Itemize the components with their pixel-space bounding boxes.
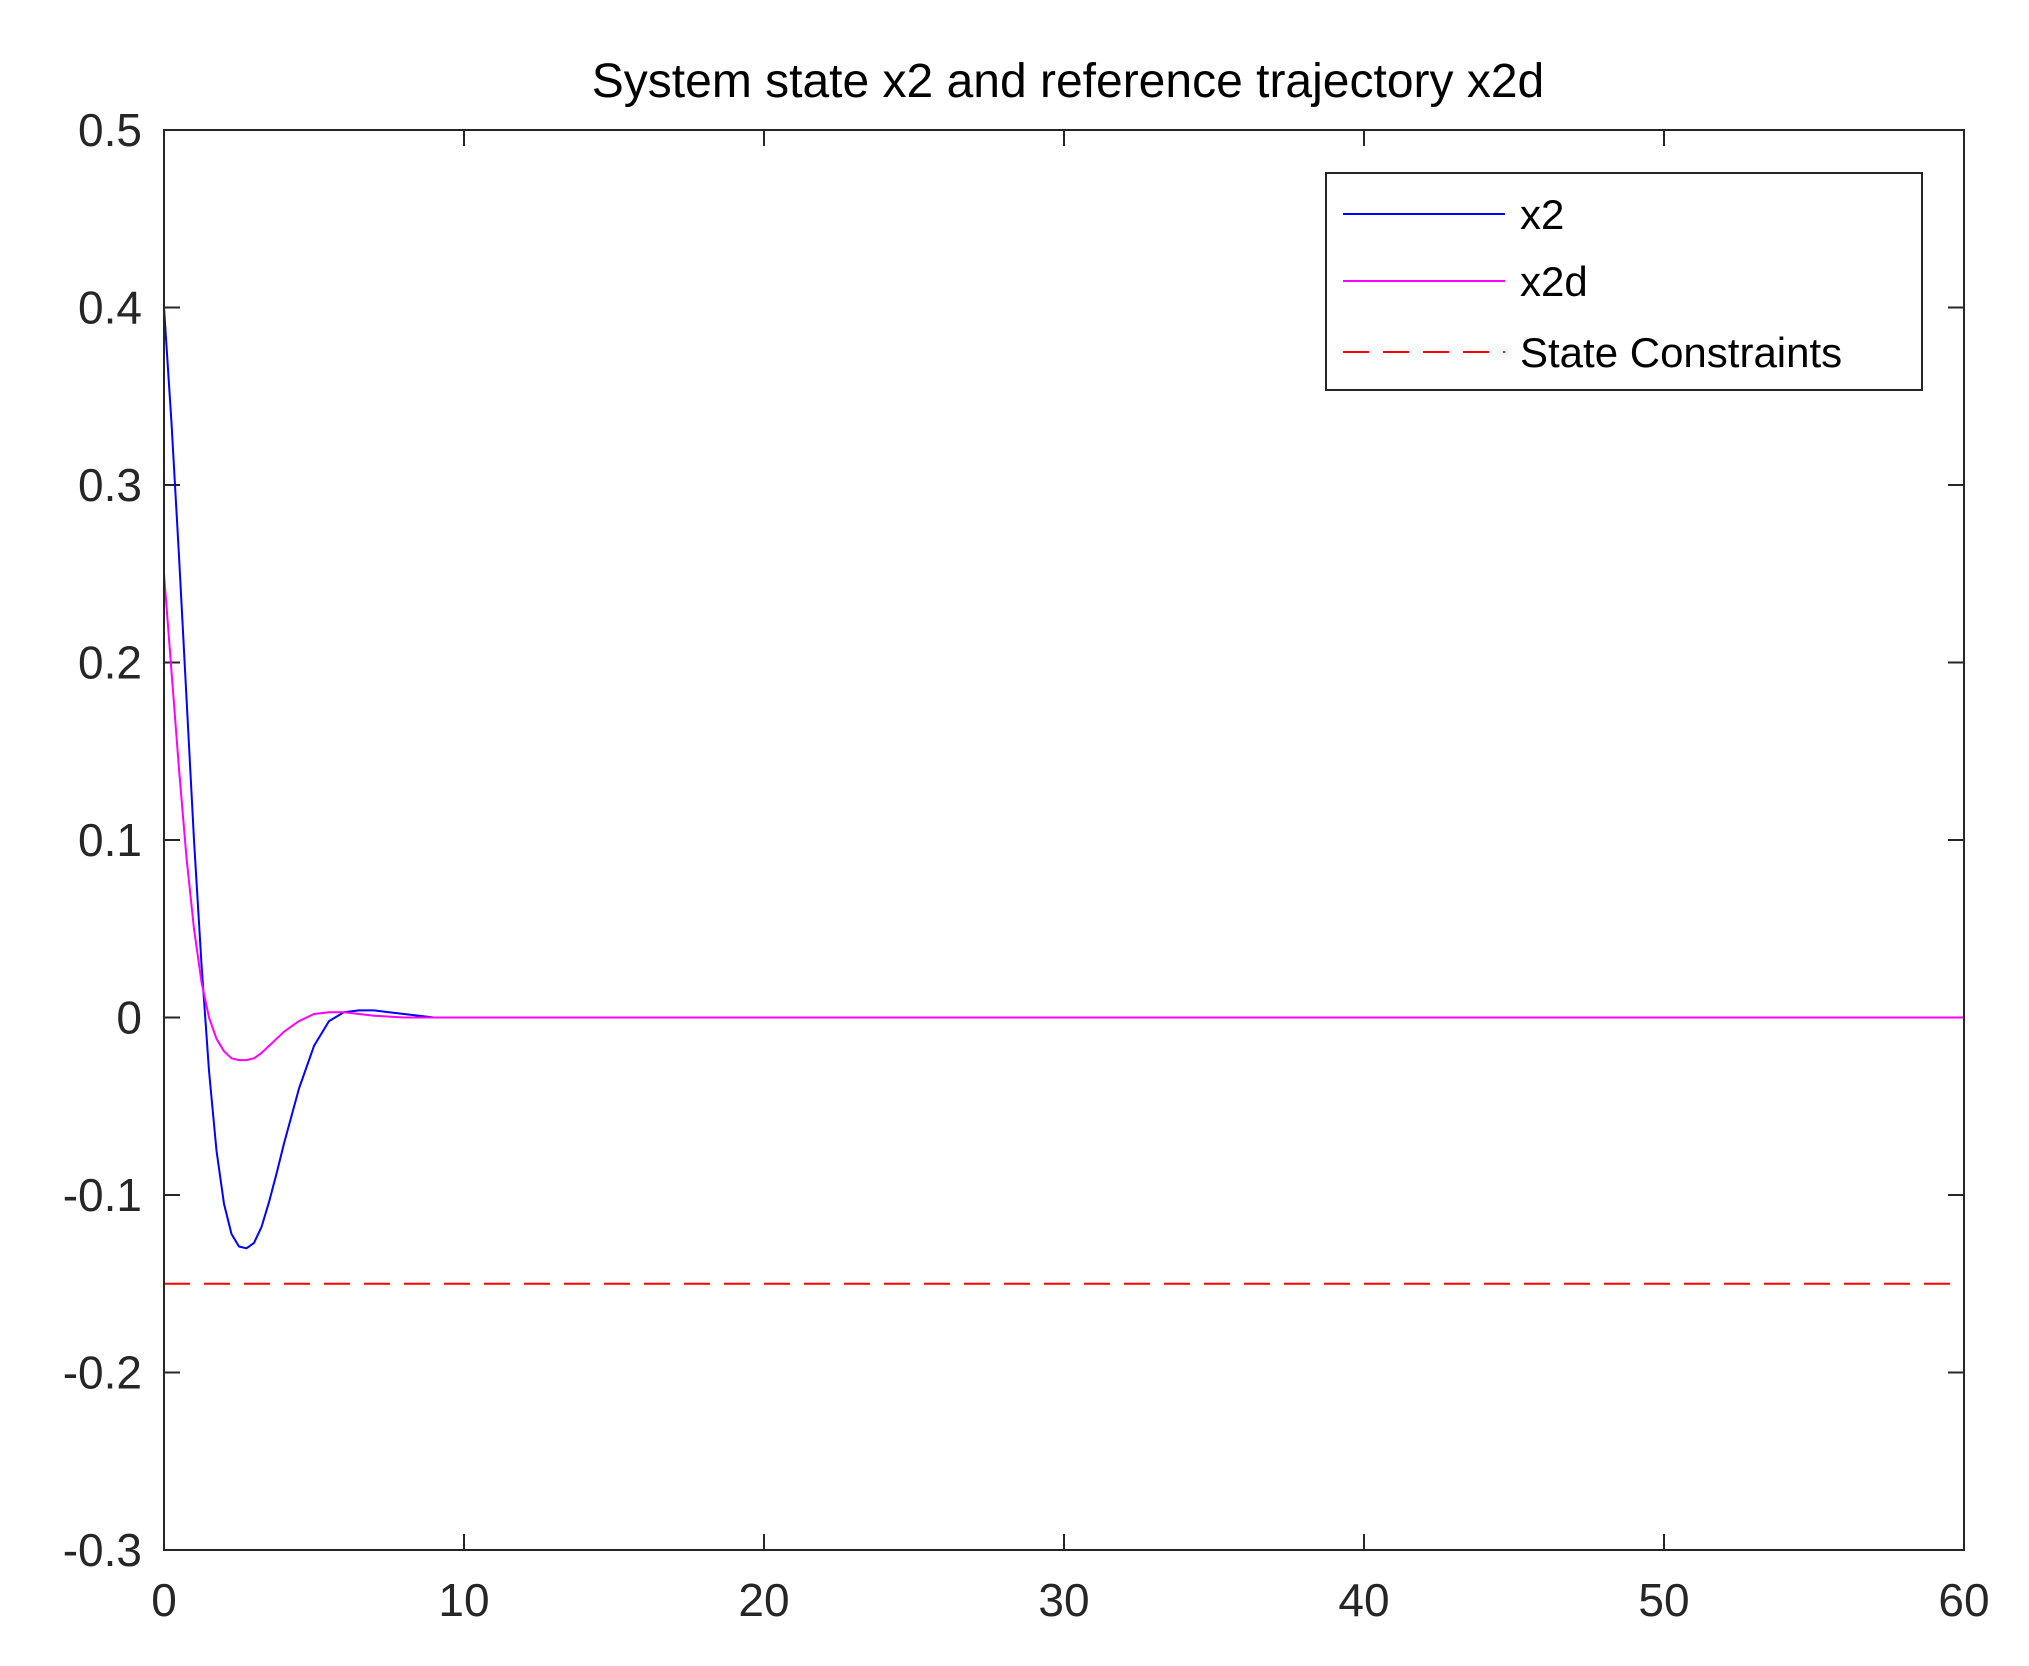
tick-labels: 0 10 20 30 40 50 60 0.5 0.4 0.3 0.2 0.1 0 -0.1 -0.2 -0.…: [63, 104, 1990, 1626]
y-tick-label: -0.2: [63, 1347, 142, 1399]
y-tick-label: 0.5: [78, 104, 142, 156]
legend: x2 x2d State Constraints: [1325, 172, 1923, 391]
y-tick-label: 0.1: [78, 814, 142, 866]
x-tick-label: 10: [438, 1574, 489, 1626]
legend-label-state-constraints: State Constraints: [1520, 329, 1842, 376]
y-tick-label: 0: [116, 992, 142, 1044]
y-tick-label: -0.3: [63, 1524, 142, 1576]
y-tick-label: 0.4: [78, 282, 142, 334]
chart-title: System state x2 and reference trajectory…: [592, 55, 1544, 108]
x-tick-label: 50: [1638, 1574, 1689, 1626]
x-tick-label: 30: [1038, 1574, 1089, 1626]
y-tick-label: 0.2: [78, 637, 142, 689]
series-layer: [164, 307, 1964, 1285]
y-tick-label: 0.3: [78, 459, 142, 511]
legend-label-x2d: x2d: [1520, 258, 1588, 305]
y-tick-label: -0.1: [63, 1169, 142, 1221]
x-tick-label: 20: [738, 1574, 789, 1626]
x-tick-label: 0: [151, 1574, 177, 1626]
series-line-x2d: [164, 573, 1964, 1062]
axes-box: [163, 129, 1965, 1551]
legend-label-x2: x2: [1520, 191, 1564, 238]
x-tick-label: 40: [1338, 1574, 1389, 1626]
x-tick-label: 60: [1938, 1574, 1989, 1626]
